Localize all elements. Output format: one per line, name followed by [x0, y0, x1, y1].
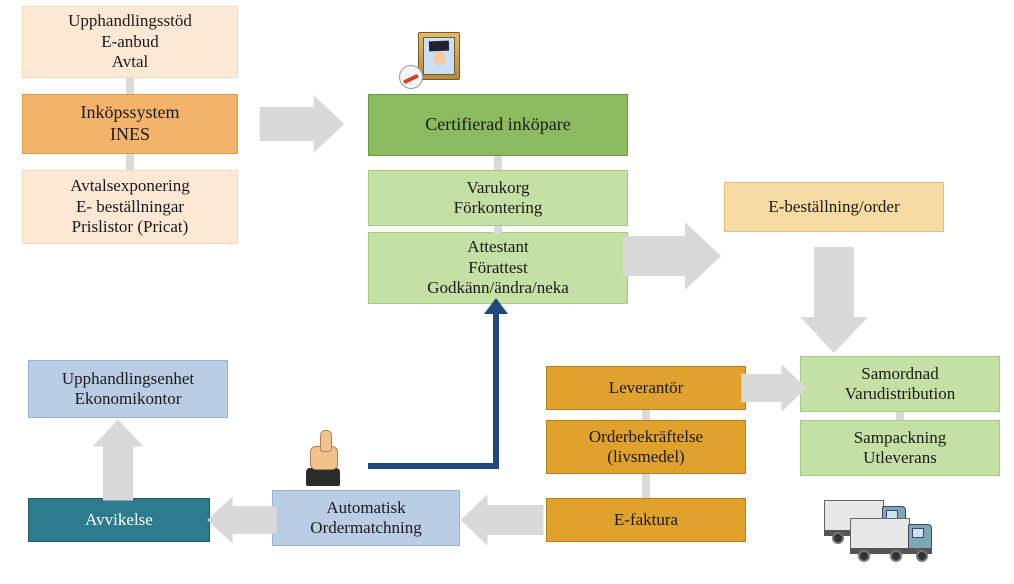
node-sampackning: SampackningUtleverans	[800, 420, 1000, 476]
arrow-attestant-to-ebest	[623, 222, 721, 290]
node-avvikelse: Avvikelse	[28, 498, 210, 542]
node-attestant-line: Godkänn/ändra/neka	[427, 278, 569, 298]
connector-stub	[642, 410, 650, 420]
node-leverantor: Leverantör	[546, 366, 746, 410]
node-avtalsexponering-line: E- beställningar	[76, 197, 184, 217]
node-orderbekraft: Orderbekräftelse(livsmedel)	[546, 420, 746, 474]
node-certifierad-line: Certifierad inköpare	[425, 114, 570, 136]
node-automatisk-line: Automatisk	[326, 498, 405, 518]
node-ebestallning: E-beställning/order	[724, 182, 944, 232]
node-efaktura-line: E-faktura	[614, 510, 678, 530]
connector-stub	[494, 156, 502, 170]
node-inkopssystem-line: Inköpssystem	[81, 102, 180, 124]
arrow-avvik-up	[93, 420, 144, 501]
arrow-ordermatch-to-attestant	[368, 298, 508, 466]
node-varukorg-line: Förkontering	[454, 198, 543, 218]
arrow-efaktura-to-automat	[461, 495, 544, 546]
arrow-ebest-down	[800, 247, 868, 353]
node-upphandlingsstod: UpphandlingsstödE-anbudAvtal	[22, 6, 238, 78]
arrow-ines-to-certifierad	[260, 95, 345, 153]
connector-stub	[126, 154, 134, 170]
connector-stub	[126, 78, 134, 94]
connector-stub	[494, 226, 502, 234]
trucks-icon	[824, 500, 944, 560]
node-orderbekraft-line: (livsmedel)	[607, 447, 684, 467]
node-upphandlingsenhet: UpphandlingsenhetEkonomikontor	[28, 360, 228, 418]
node-varukorg-line: Varukorg	[467, 178, 530, 198]
node-upphandlingsenhet-line: Upphandlingsenhet	[62, 369, 194, 389]
node-leverantor-line: Leverantör	[609, 378, 684, 398]
arrow-automat-to-avvik	[207, 496, 276, 544]
node-inkopssystem: InköpssystemINES	[22, 94, 238, 154]
node-avtalsexponering-line: Prislistor (Pricat)	[72, 217, 189, 237]
node-automatisk: AutomatiskOrdermatchning	[272, 490, 460, 546]
node-orderbekraft-line: Orderbekräftelse	[589, 427, 703, 447]
node-sampackning-line: Sampackning	[854, 428, 947, 448]
node-avtalsexponering-line: Avtalsexponering	[70, 176, 190, 196]
node-avtalsexponering: AvtalsexponeringE- beställningarPrislist…	[22, 170, 238, 244]
node-certifierad: Certifierad inköpare	[368, 94, 628, 156]
connector-stub	[642, 474, 650, 498]
node-samordnad-line: Samordnad	[861, 364, 938, 384]
node-automatisk-line: Ordermatchning	[310, 518, 421, 538]
node-samordnad-line: Varudistribution	[845, 384, 956, 404]
node-upphandlingsstod-line: Avtal	[112, 52, 149, 72]
node-ebestallning-line: E-beställning/order	[768, 197, 899, 217]
node-attestant: AttestantFörattestGodkänn/ändra/neka	[368, 232, 628, 304]
node-efaktura: E-faktura	[546, 498, 746, 542]
node-attestant-line: Attestant	[467, 237, 528, 257]
node-varukorg: VarukorgFörkontering	[368, 170, 628, 226]
node-avvikelse-line: Avvikelse	[85, 510, 153, 530]
node-inkopssystem-line: INES	[110, 124, 150, 146]
thumbs-up-icon	[298, 436, 348, 486]
node-upphandlingsenhet-line: Ekonomikontor	[75, 389, 182, 409]
graduate-icon	[418, 32, 460, 80]
arrow-leverantor-to-samordnad	[741, 364, 806, 412]
connector-stub	[896, 412, 904, 420]
node-upphandlingsstod-line: Upphandlingsstöd	[68, 11, 192, 31]
node-upphandlingsstod-line: E-anbud	[101, 32, 159, 52]
node-sampackning-line: Utleverans	[863, 448, 937, 468]
node-samordnad: SamordnadVarudistribution	[800, 356, 1000, 412]
node-attestant-line: Förattest	[468, 258, 528, 278]
